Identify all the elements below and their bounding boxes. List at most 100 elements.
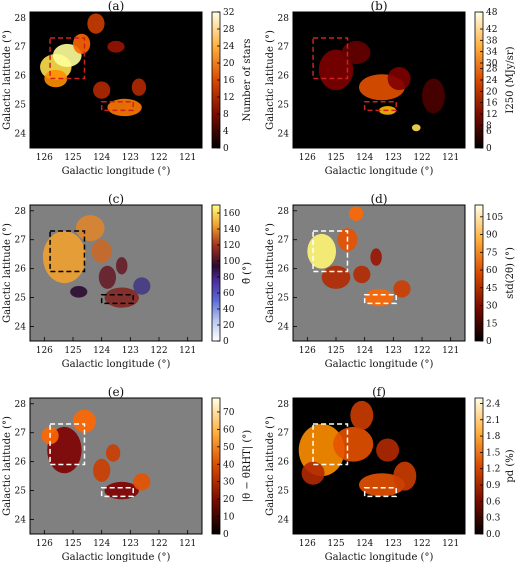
y-tick-label: 26 [15, 72, 27, 82]
colorbar-tick-label: 140 [223, 225, 240, 235]
colorbar-tick-label: 38 [486, 36, 498, 46]
x-tick-label: 126 [299, 539, 316, 549]
x-tick-label: 122 [150, 153, 167, 163]
y-tick-label: 24 [15, 130, 27, 140]
map-region [93, 81, 111, 99]
map-region [98, 265, 116, 289]
y-tick-label: 26 [15, 265, 27, 275]
map-region [411, 124, 421, 132]
panel-label: (b) [370, 0, 387, 13]
x-tick-label: 122 [150, 539, 167, 549]
y-tick-label: 27 [278, 236, 290, 246]
region-box [100, 100, 134, 112]
map-region [422, 78, 445, 114]
plot-frame [29, 397, 203, 535]
colorbar-tick-label: 12 [223, 93, 234, 103]
map-region [91, 239, 112, 263]
region-box [49, 423, 86, 466]
x-tick-label: 126 [299, 153, 316, 163]
x-axis-label: Galactic longitude (°) [325, 552, 434, 563]
y-tick-label: 26 [15, 458, 27, 468]
map-region [42, 231, 86, 284]
intensity-map [40, 13, 147, 117]
colorbar-tick-label: 8 [486, 121, 492, 131]
map-region [307, 233, 336, 269]
map-region [133, 473, 151, 491]
chart-panel: (b)126 125 124 123 122 1212425262728Galactic … [265, 0, 516, 177]
colorbar-label: θ̄ (°) [242, 262, 253, 284]
colorbar-tick-label: 60 [486, 266, 498, 276]
intensity-map [307, 206, 411, 307]
colorbar-tick-label: 105 [486, 213, 503, 223]
panel-label: (a) [108, 0, 125, 13]
colorbar-tick-label: 10 [223, 513, 235, 523]
region-box [100, 486, 134, 498]
colorbar-label: I250 (MJy/sr) [505, 46, 516, 113]
x-tick-label: 124 [356, 346, 373, 356]
colorbar-label: std(2θ) (°) [505, 247, 516, 299]
x-tick-label: 122 [413, 346, 430, 356]
colorbar-label: Number of stars [242, 39, 253, 122]
colorbar-tick-label: 2.1 [486, 416, 500, 426]
colorbar-tick-label: 1.8 [486, 432, 501, 442]
x-tick-label: 126 [36, 539, 53, 549]
x-tick-label: 123 [122, 346, 139, 356]
colorbar-tick-label: 40 [223, 460, 235, 470]
x-tick-label: 122 [413, 539, 430, 549]
x-tick-label: 123 [122, 153, 139, 163]
colorbar [474, 397, 484, 535]
chart-panel: (c)126 125 124 123 122 1212425262728Galactic … [2, 192, 253, 370]
plot-frame [292, 397, 466, 535]
colorbar-tick-label: 0 [223, 337, 229, 347]
map-region [73, 33, 91, 54]
region-box [363, 100, 397, 112]
colorbar-tick-label: 24 [223, 42, 235, 52]
x-tick-label: 125 [327, 539, 344, 549]
panel-label: (f) [372, 385, 386, 399]
x-tick-label: 126 [36, 346, 53, 356]
y-tick-label: 28 [278, 207, 290, 217]
colorbar-tick-label: 32 [223, 8, 234, 18]
x-tick-label: 121 [179, 539, 196, 549]
colorbar-tick-label: 28 [486, 65, 498, 75]
map-region [350, 400, 374, 430]
panel-label: (d) [370, 192, 387, 206]
y-axis-label: Galactic latitude (°) [265, 30, 276, 130]
colorbar-tick-label: 60 [223, 425, 235, 435]
region-box [49, 37, 86, 80]
x-tick-label: 121 [179, 153, 196, 163]
plot-frame [292, 11, 466, 149]
colorbar-tick-label: 20 [486, 87, 498, 97]
colorbar-tick-label: 20 [223, 495, 235, 505]
x-tick-label: 125 [327, 153, 344, 163]
y-tick-label: 27 [278, 429, 290, 439]
chart-panel: (e)126 125 124 123 122 1212425262728Galactic … [2, 385, 253, 563]
x-axis-label: Galactic longitude (°) [62, 166, 171, 177]
plot-frame [292, 204, 466, 342]
x-tick-label: 124 [93, 346, 110, 356]
y-tick-label: 24 [15, 516, 27, 526]
map-region [133, 277, 151, 295]
colorbar-tick-label: 30 [223, 478, 235, 488]
colorbar-tick-label: 40 [223, 305, 235, 315]
y-tick-label: 25 [278, 487, 290, 497]
intensity-map [41, 409, 151, 500]
x-tick-label: 121 [442, 346, 459, 356]
colorbar [211, 204, 221, 342]
y-axis-label: Galactic latitude (°) [2, 30, 13, 130]
x-tick-label: 121 [442, 153, 459, 163]
colorbar-tick-label: 30 [486, 302, 498, 312]
plot-frame [29, 11, 203, 149]
panel-label: (e) [108, 385, 124, 399]
map-region [364, 288, 394, 307]
colorbar-tick-label: 0.6 [486, 497, 501, 507]
y-tick-label: 27 [15, 43, 27, 53]
x-tick-label: 124 [356, 539, 373, 549]
x-tick-label: 121 [179, 346, 196, 356]
colorbar-tick-label: 20 [223, 59, 235, 69]
map-region [370, 248, 382, 266]
y-axis-label: Galactic latitude (°) [265, 223, 276, 323]
map-region [75, 215, 105, 242]
colorbar [474, 204, 484, 342]
colorbar-tick-label: 160 [223, 209, 240, 219]
